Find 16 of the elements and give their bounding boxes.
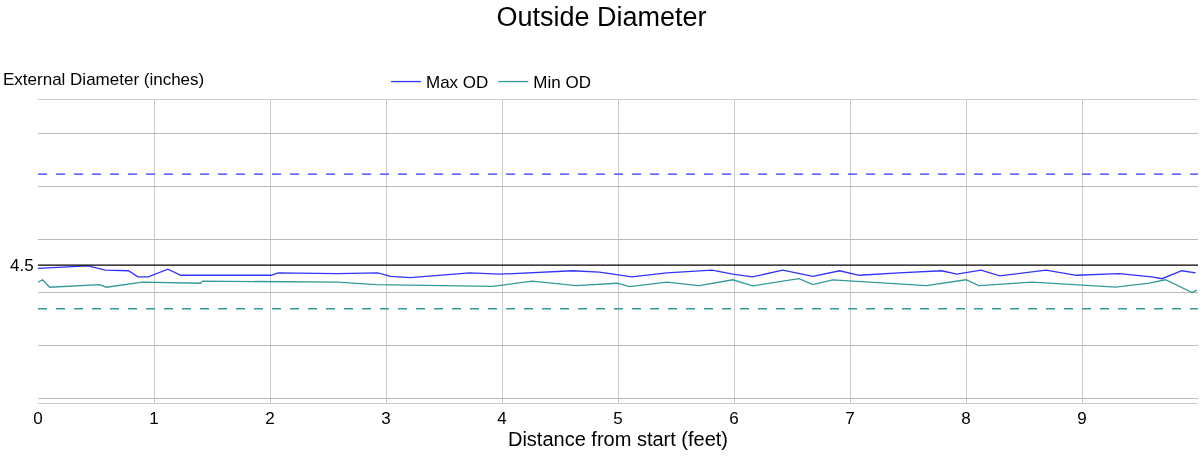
x-tick-label: 2 [265,409,275,429]
text: External Diameter (inches) [3,70,205,89]
x-tick-label: 9 [1077,409,1087,429]
chart-title: Outside Diameter [496,1,707,32]
x-tick-label: 0 [33,409,43,429]
legend-label: Min OD [533,73,591,93]
x-tick-label: 8 [961,409,971,429]
x-tick-label: 4 [497,409,507,429]
x-tick-label: 3 [381,409,391,429]
legend-label: Max OD [426,73,489,93]
x-axis-title: Distance from start (feet) [507,428,729,451]
x-tick-label: 7 [845,409,855,429]
x-tick-label: 1 [149,409,159,429]
x-tick-label: 5 [613,409,623,429]
x-tick-label: 6 [729,409,739,429]
text: 4.5 [10,256,34,275]
